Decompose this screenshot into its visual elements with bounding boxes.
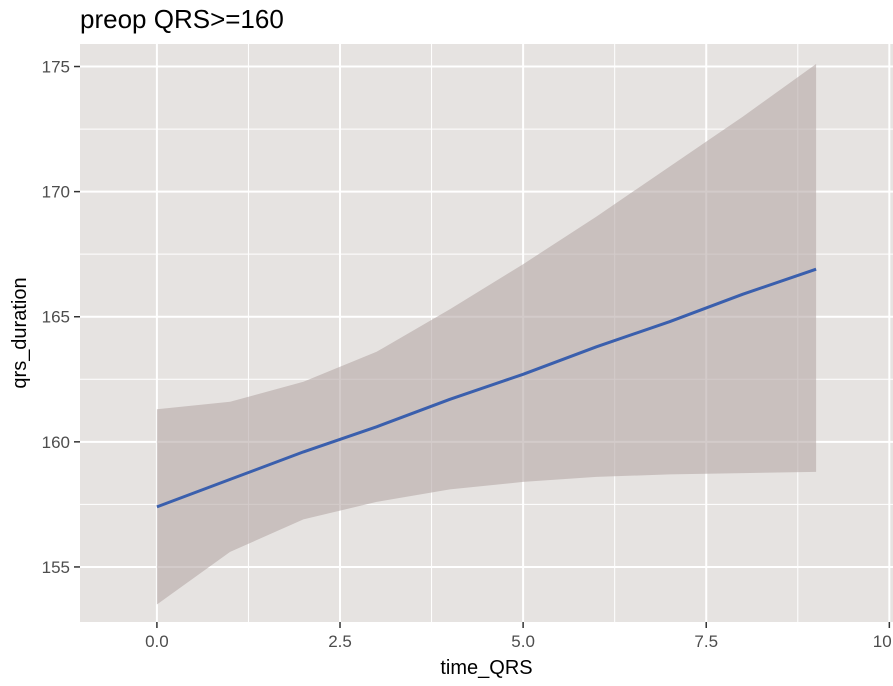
y-tick-label: 160 bbox=[42, 433, 70, 452]
chart-title: preop QRS>=160 bbox=[80, 4, 284, 34]
series-line bbox=[156, 267, 817, 509]
y-tick-label: 170 bbox=[42, 183, 70, 202]
y-tick-label: 155 bbox=[42, 558, 70, 577]
y-tick-label: 165 bbox=[42, 308, 70, 327]
x-tick-label: 7.5 bbox=[694, 632, 718, 651]
x-axis-title: time_QRS bbox=[440, 657, 532, 679]
x-tick-label: 5.0 bbox=[511, 632, 535, 651]
x-tick-label: 2.5 bbox=[328, 632, 352, 651]
y-axis-title: qrs_duration bbox=[9, 277, 31, 388]
x-tick-label: 10.0 bbox=[873, 632, 893, 651]
y-axis-ticks: 155 160 165 170 175 bbox=[42, 58, 80, 577]
x-tick-label: 0.0 bbox=[145, 632, 169, 651]
confidence-band bbox=[156, 64, 817, 605]
x-axis-ticks: 0.0 2.5 5.0 7.5 10.0 bbox=[145, 622, 893, 651]
y-tick-label: 175 bbox=[42, 58, 70, 77]
series-lines bbox=[156, 267, 817, 509]
